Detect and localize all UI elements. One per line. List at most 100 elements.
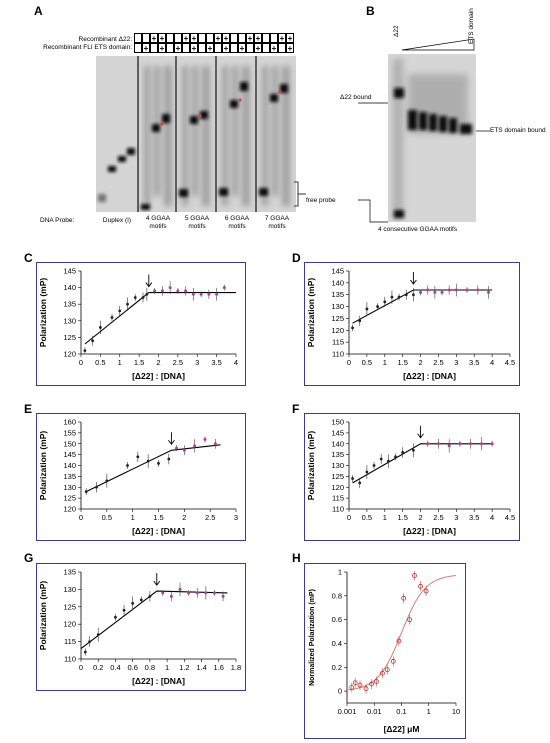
data-point [351,477,354,480]
y-tick-label: 110 [332,505,344,514]
x-tick-label: 0.2 [93,663,103,672]
sign-cell-row2: + [270,43,278,53]
data-point [379,457,383,461]
chart-f-svg: 0 0.5 1 1.5 2 2.5 3 3.5 4 4.5 110 115 120 125 130 135 14… [306,418,515,537]
x-tick-label: 3 [234,513,238,522]
chart-e-svg: 0 0.5 1 1.5 2 2.5 3 120 125 130 135 140 145 150 155160… [38,418,238,537]
chart-h-svg: 0.001 0.01 0.1 1 10 0 0.2 0.4 0.6 0.8 1 [Δ22] μM Nor… [309,568,460,735]
x-tick-label: 10 [452,707,460,716]
y-tick-label: 0.4 [332,639,342,648]
data-point [407,617,413,623]
ets-bound-label: ETS domain bound [490,127,546,134]
data-point [383,300,387,304]
sign-cell-row1 [206,33,214,43]
data-point [396,638,402,644]
panel-label-c: C [24,251,33,265]
sign-cell-row1: + [158,33,166,43]
data-point [458,442,462,446]
data-point [380,670,385,676]
data-point [145,292,149,296]
y-tick-label: 110 [64,655,76,664]
fit-line [352,289,493,324]
fit-line [85,444,221,493]
sign-cell-row2: + [238,43,246,53]
data-point [376,305,380,308]
sign-cell-row1: + [286,33,294,43]
x-tick-label: 2 [182,513,186,522]
sign-cell-row1: + [190,33,198,43]
sign-cell-row1 [238,33,246,43]
chart-h: 0.001 0.01 0.1 1 10 0 0.2 0.4 0.6 0.8 1 [Δ22] μM Nor… [304,563,466,739]
sign-cell-row2 [230,43,238,53]
sign-cell-row1 [198,33,206,43]
data-point [487,290,491,294]
data-point [476,288,480,292]
x-tick-label: 0 [347,358,351,367]
data-point [394,455,397,459]
x-tick-label: 1.5 [397,513,407,522]
sign-cell-row1: + [222,33,230,43]
x-axis-label: [Δ22] μM [384,724,420,734]
panel-label-e: E [24,402,33,416]
chart-f: 0 0.5 1 1.5 2 2.5 3 3.5 4 4.5 110 115 120 125 130 135 14… [304,413,520,541]
x-tick-label: 2.5 [433,358,443,367]
data-point [187,591,191,595]
y-tick-label: 120 [63,350,76,359]
data-point [96,633,100,637]
sign-cell-row2: + [254,43,262,53]
data-point [148,594,152,598]
sign-cell-row2: + [142,43,150,53]
y-axis-label: Polarization (mP) [38,581,48,651]
data-point [221,594,225,598]
y-tick-label: 1 [338,568,342,577]
y-tick-label: 125 [331,472,344,481]
x-axis-label: [Δ22] : [DNA] [132,676,185,686]
lane-label-4ggaa: 4 GGAA motifs [145,215,171,230]
data-point [390,658,396,664]
x-tick-label: 0 [347,513,351,522]
x-tick-label: 0 [79,513,83,522]
data-point [168,286,172,290]
sign-cell-row2 [262,43,270,53]
sign-cell-row1: + [254,33,262,43]
fit-line [352,443,493,484]
x-axis-label: [Δ22] : [DNA] [403,371,456,381]
sign-cell-row1: + [278,33,286,43]
chart-e: 0 0.5 1 1.5 2 2.5 3 120 125 130 135 140 145 150 155 160… [36,413,246,541]
sign-cell-row2 [198,43,206,53]
data-point [372,464,376,467]
chart-d-svg: 0 0.5 1 1.5 2 2.5 3 3.5 4 4.5 110 115 120 125 130 135 14… [306,267,515,382]
data-point [84,490,88,493]
data-point [105,479,109,483]
x-tick-label: 4 [234,358,238,367]
data-point [182,448,186,452]
data-point [195,591,199,595]
sign-cell-row1 [174,33,182,43]
sign-cell-row1 [166,33,174,43]
y-tick-label: 125 [63,333,76,342]
sign-cell-row2 [278,43,286,53]
breakpoint-arrowhead [153,580,161,586]
x-tick-label: 1 [383,513,387,522]
data-point [397,295,401,299]
sign-cell-row1: + [182,33,190,43]
x-tick-label: 0.5 [102,513,112,522]
data-point [83,349,87,353]
data-point [114,615,117,619]
data-point [184,289,188,293]
data-point [178,587,182,591]
panel-label-d: D [292,251,301,265]
data-point [357,682,363,688]
data-point [369,681,375,687]
y-tick-label: 0.8 [332,591,342,600]
data-point [358,319,362,323]
data-point [465,288,469,292]
y-tick-label: 0 [338,687,342,696]
x-tick-label: 0.8 [145,663,155,672]
sign-cell-row1: + [214,33,222,43]
y-tick-label: 135 [331,290,344,299]
sign-cell-row2 [166,43,174,53]
y-tick-label: 135 [63,472,76,481]
y-tick-label: 130 [63,316,76,325]
sign-grid: + + + + + + + + + + + + + + + + + + + + [134,33,294,53]
